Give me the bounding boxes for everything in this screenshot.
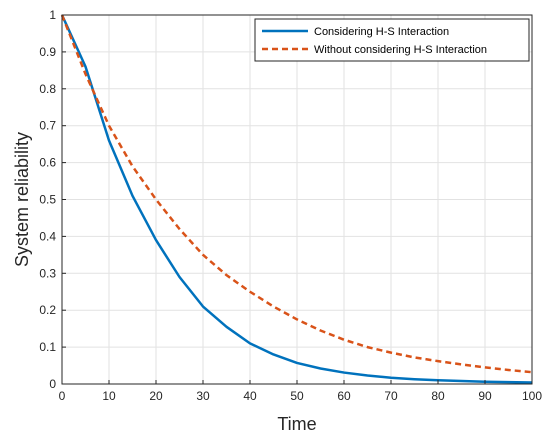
- y-tick-label: 0.1: [39, 340, 56, 354]
- y-tick-label: 0.9: [39, 45, 56, 59]
- legend: Considering H-S Interaction Without cons…: [254, 18, 530, 62]
- x-tick-label: 70: [384, 389, 398, 403]
- series-line-without: [60, 14, 533, 374]
- legend-label-without: Without considering H-S Interaction: [314, 44, 487, 56]
- y-tick-label: 0.6: [39, 156, 56, 170]
- x-tick-label: 40: [243, 389, 257, 403]
- x-tick-label: 0: [59, 389, 66, 403]
- legend-label-considering: Considering H-S Interaction: [314, 26, 449, 38]
- y-tick-label: 0.2: [39, 303, 56, 317]
- axis-ticks: 0 10 20 30 40 50 60 70 80 90 100 0 0.1 0.2 0.3 0.4 0.5 0.…: [39, 8, 542, 403]
- y-axis-title: System reliability: [12, 132, 32, 267]
- grid-lines: [62, 15, 532, 384]
- y-tick-label: 0.7: [39, 119, 56, 133]
- x-tick-label: 90: [478, 389, 492, 403]
- x-tick-label: 80: [431, 389, 445, 403]
- series-lines: [60, 14, 533, 384]
- y-tick-label: 0.3: [39, 266, 56, 280]
- x-tick-label: 10: [102, 389, 116, 403]
- x-tick-label: 60: [337, 389, 351, 403]
- y-tick-label: 0: [49, 377, 56, 391]
- x-tick-label: 100: [522, 389, 542, 403]
- y-tick-label: 0.4: [39, 229, 56, 243]
- y-tick-label: 0.8: [39, 82, 56, 96]
- x-tick-label: 20: [149, 389, 163, 403]
- y-tick-label: 0.5: [39, 193, 56, 207]
- y-tick-label: 1: [49, 8, 56, 22]
- legend-box: [254, 18, 530, 62]
- series-line-considering: [60, 14, 533, 384]
- x-tick-label: 50: [290, 389, 304, 403]
- x-tick-label: 30: [196, 389, 210, 403]
- x-axis-title: Time: [277, 414, 316, 434]
